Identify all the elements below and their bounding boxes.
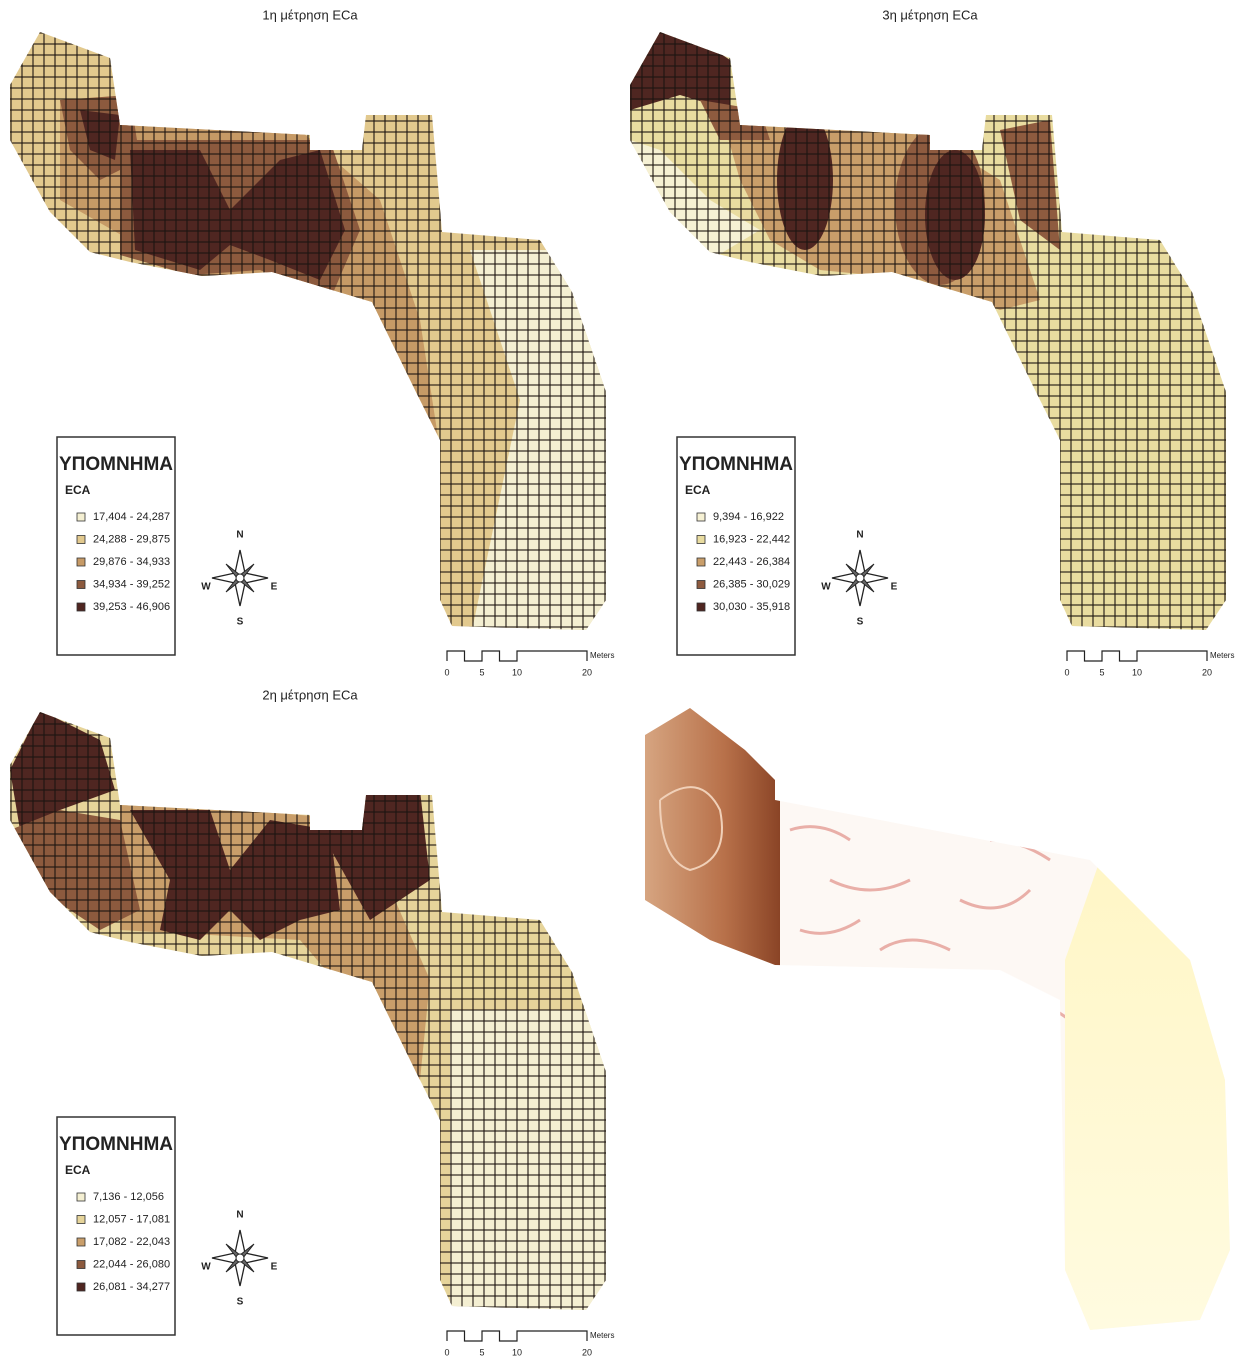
- map-panel: 3η μέτρηση ECa ΥΠΟΜΝΗΜΑ ECA 9,394 - 16,922 1…: [620, 0, 1240, 680]
- legend: ΥΠΟΜΝΗΜΑ ECA 7,136 - 12,056 12,057 - 17,081…: [57, 1117, 175, 1335]
- compass: N S E W: [821, 530, 897, 628]
- fourth-panel: [640, 700, 1240, 1340]
- legend-swatch: [697, 581, 705, 589]
- scale-unit: Meters: [590, 1331, 614, 1340]
- compass-e: E: [271, 582, 278, 593]
- scale-tick-label: 10: [512, 1347, 522, 1357]
- scale-tick-label: 20: [582, 1347, 592, 1357]
- legend-label: 12,057 - 17,081: [93, 1213, 170, 1225]
- legend-label: 17,404 - 24,287: [93, 511, 170, 523]
- legend-field: ECA: [65, 1163, 91, 1177]
- legend-heading: ΥΠΟΜΝΗΜΑ: [59, 1134, 173, 1155]
- legend-label: 26,081 - 34,277: [93, 1281, 170, 1293]
- legend-swatch: [77, 603, 85, 611]
- legend-label: 22,443 - 26,384: [713, 556, 790, 568]
- legend-swatch: [77, 558, 85, 566]
- compass-hub: [236, 1254, 244, 1262]
- compass-s: S: [237, 1297, 244, 1308]
- scale-line: [447, 651, 587, 661]
- legend-swatch: [77, 1283, 85, 1291]
- legend-heading: ΥΠΟΜΝΗΜΑ: [59, 454, 173, 475]
- legend-field: ECA: [685, 483, 711, 497]
- legend-swatch: [697, 513, 705, 521]
- legend-label: 16,923 - 22,442: [713, 533, 790, 545]
- map-panel: 2η μέτρηση ECa ΥΠΟΜΝΗΜΑ ECA 7,136 - 12,056 1…: [0, 680, 620, 1359]
- legend-label: 29,876 - 34,933: [93, 556, 170, 568]
- scale-tick-label: 20: [1202, 667, 1212, 677]
- map-figure: 1η μέτρηση ECa ΥΠΟΜΝΗΜΑ ECA 17,404 - 24,287…: [0, 0, 1241, 1359]
- legend-label: 34,934 - 39,252: [93, 578, 170, 590]
- scale-bar: 0 5 10 20 Meters: [1064, 651, 1234, 677]
- legend-swatch: [697, 558, 705, 566]
- legend-label: 24,288 - 29,875: [93, 533, 170, 545]
- scale-tick-label: 5: [1099, 667, 1104, 677]
- legend: ΥΠΟΜΝΗΜΑ ECA 9,394 - 16,922 16,923 - 22,442…: [677, 437, 795, 655]
- scale-bar: 0 5 10 20 Meters: [444, 651, 614, 677]
- legend-swatch: [697, 603, 705, 611]
- scale-unit: Meters: [1210, 651, 1234, 660]
- scale-tick-label: 0: [1064, 667, 1069, 677]
- legend-label: 7,136 - 12,056: [93, 1191, 164, 1203]
- legend-swatch: [77, 1238, 85, 1246]
- legend-swatch: [77, 536, 85, 544]
- legend-label: 26,385 - 30,029: [713, 578, 790, 590]
- scale-line: [447, 1331, 587, 1341]
- compass-w: W: [201, 1262, 211, 1273]
- legend-label: 39,253 - 46,906: [93, 601, 170, 613]
- scale-tick-label: 10: [512, 667, 522, 677]
- scale-bar: 0 5 10 20 Meters: [444, 1331, 614, 1357]
- compass-n: N: [856, 530, 863, 541]
- scale-tick-label: 5: [479, 667, 484, 677]
- compass-s: S: [857, 617, 864, 628]
- legend: ΥΠΟΜΝΗΜΑ ECA 17,404 - 24,287 24,288 - 29,87…: [57, 437, 175, 655]
- legend-swatch: [77, 1261, 85, 1269]
- scale-tick-label: 20: [582, 667, 592, 677]
- legend-label: 22,044 - 26,080: [93, 1258, 170, 1270]
- legend-swatch: [77, 1193, 85, 1201]
- compass-n: N: [236, 1210, 243, 1221]
- legend-label: 30,030 - 35,918: [713, 601, 790, 613]
- scale-tick-label: 0: [444, 667, 449, 677]
- legend-field: ECA: [65, 483, 91, 497]
- scale-tick-label: 5: [479, 1347, 484, 1357]
- compass: N S E W: [201, 1210, 277, 1308]
- scale-tick-label: 0: [444, 1347, 449, 1357]
- compass-w: W: [821, 582, 831, 593]
- map-title: 3η μέτρηση ECa: [882, 7, 978, 22]
- legend-swatch: [77, 513, 85, 521]
- compass-w: W: [201, 582, 211, 593]
- compass-n: N: [236, 530, 243, 541]
- legend-swatch: [697, 536, 705, 544]
- compass-e: E: [891, 582, 898, 593]
- compass-e: E: [271, 1262, 278, 1273]
- compass: N S E W: [201, 530, 277, 628]
- legend-swatch: [77, 581, 85, 589]
- compass-hub: [856, 574, 864, 582]
- legend-label: 9,394 - 16,922: [713, 511, 784, 523]
- legend-swatch: [77, 1216, 85, 1224]
- compass-s: S: [237, 617, 244, 628]
- legend-label: 17,082 - 22,043: [93, 1236, 170, 1248]
- map-panel: 1η μέτρηση ECa ΥΠΟΜΝΗΜΑ ECA 17,404 - 24,287…: [0, 0, 620, 680]
- map-title: 1η μέτρηση ECa: [262, 7, 358, 22]
- scale-line: [1067, 651, 1207, 661]
- scale-tick-label: 10: [1132, 667, 1142, 677]
- legend-heading: ΥΠΟΜΝΗΜΑ: [679, 454, 793, 475]
- scale-unit: Meters: [590, 651, 614, 660]
- compass-hub: [236, 574, 244, 582]
- map-title: 2η μέτρηση ECa: [262, 687, 358, 702]
